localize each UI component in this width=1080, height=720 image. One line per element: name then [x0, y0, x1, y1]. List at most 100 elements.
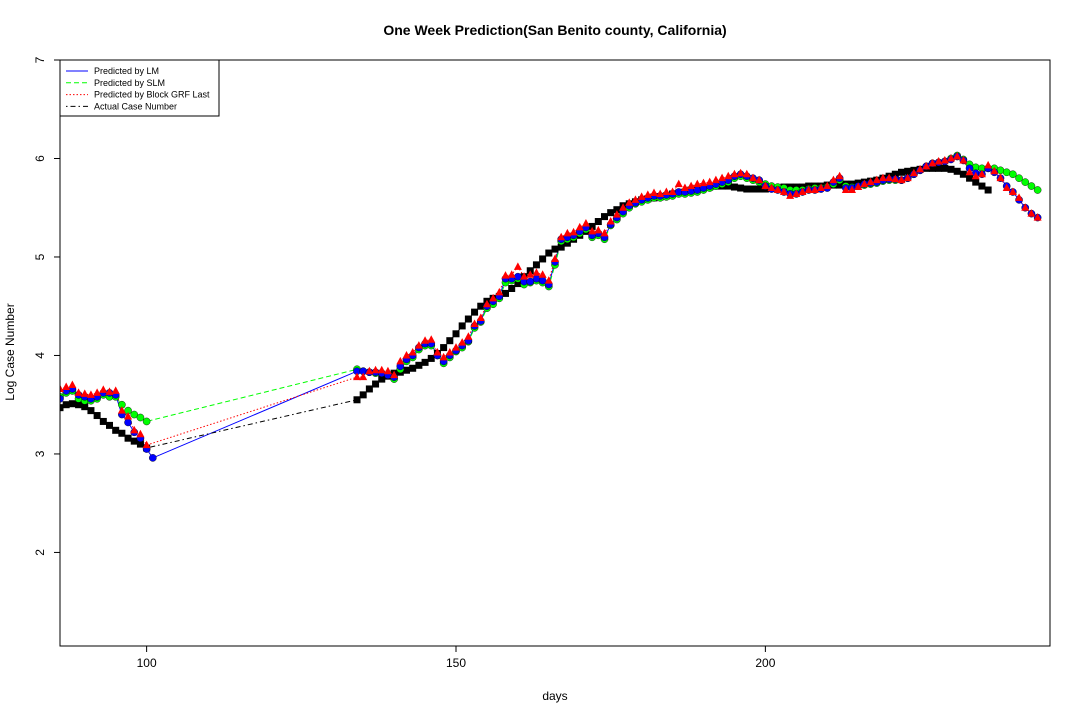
- grf-point: [650, 188, 658, 196]
- actual-point: [502, 289, 509, 297]
- actual-point: [477, 302, 485, 310]
- grf-point: [408, 348, 417, 356]
- actual-point: [471, 308, 479, 316]
- actual-point: [403, 366, 410, 374]
- grf-point: [718, 173, 727, 182]
- grf-point: [1033, 213, 1042, 221]
- grf-point: [724, 171, 733, 180]
- actual-point: [891, 170, 899, 178]
- actual-point: [68, 400, 76, 408]
- grf-point: [947, 153, 955, 162]
- grf-point: [823, 181, 832, 190]
- grf-point: [996, 173, 1005, 182]
- grf-point: [105, 387, 114, 395]
- actual-point: [532, 261, 540, 269]
- grf-point: [93, 388, 102, 396]
- actual-point: [724, 182, 732, 190]
- actual-point: [99, 417, 107, 425]
- actual-point: [737, 184, 745, 192]
- actual-point: [130, 437, 138, 445]
- grf-point: [866, 177, 875, 186]
- actual-point: [93, 412, 101, 420]
- grf-point: [495, 287, 504, 296]
- grf-point: [68, 380, 77, 389]
- y-tick-label: 6: [33, 155, 47, 162]
- actual-point: [935, 164, 943, 172]
- grf-point: [971, 171, 980, 180]
- grf-point: [711, 175, 720, 184]
- actual-point: [112, 426, 120, 434]
- grf-point: [581, 218, 590, 227]
- grf-point: [959, 155, 968, 164]
- actual-point: [359, 391, 367, 399]
- grf-point: [353, 372, 361, 381]
- grf-point: [977, 169, 986, 178]
- grf-point: [551, 254, 559, 262]
- actual-point: [409, 364, 417, 372]
- actual-point: [601, 213, 608, 221]
- grf-point: [829, 175, 838, 184]
- grf-point: [643, 190, 652, 198]
- grf-point: [606, 217, 615, 225]
- grf-point: [792, 189, 801, 197]
- grf-point: [810, 185, 819, 194]
- grf-point: [990, 166, 999, 175]
- series-line-3: [60, 167, 989, 449]
- legend-label-2: Predicted by Block GRF Last: [94, 90, 210, 100]
- legend-label-0: Predicted by LM: [94, 66, 159, 76]
- grf-point: [136, 429, 145, 438]
- actual-point: [372, 380, 380, 388]
- grf-point: [470, 319, 479, 327]
- grf-point: [501, 271, 510, 279]
- chart-title: One Week Prediction(San Benito county, C…: [383, 22, 726, 38]
- actual-point: [421, 358, 429, 366]
- grf-point: [1002, 183, 1011, 192]
- actual-point: [353, 396, 361, 404]
- y-axis-label: Log Case Number: [3, 303, 17, 400]
- actual-point: [427, 354, 435, 362]
- actual-point: [81, 403, 89, 411]
- actual-point: [978, 182, 986, 190]
- x-tick-label: 100: [137, 656, 157, 670]
- grf-point: [860, 179, 869, 188]
- actual-point: [984, 186, 992, 194]
- grf-point: [767, 183, 776, 192]
- actual-point: [458, 322, 466, 330]
- grf-point: [755, 175, 764, 184]
- actual-point: [898, 168, 905, 176]
- grf-point: [631, 195, 640, 203]
- lm-point: [149, 454, 157, 462]
- grf-point: [476, 313, 485, 322]
- grf-point: [761, 181, 770, 190]
- grf-point: [117, 406, 126, 414]
- actual-point: [106, 421, 113, 429]
- grf-point: [680, 183, 689, 192]
- grf-point: [1027, 209, 1036, 217]
- series-line-2: [60, 155, 1038, 446]
- grf-point: [445, 348, 454, 356]
- grf-point: [779, 187, 788, 195]
- actual-point: [415, 361, 423, 369]
- grf-point: [383, 366, 392, 375]
- actual-point: [928, 164, 936, 172]
- grf-point: [124, 412, 133, 420]
- grf-point: [848, 185, 856, 194]
- y-tick-label: 7: [33, 56, 47, 63]
- slm-point: [130, 410, 139, 419]
- grf-point: [396, 356, 405, 365]
- x-axis-label: days: [542, 689, 567, 703]
- grf-point: [786, 191, 795, 199]
- actual-point: [446, 337, 454, 345]
- grf-point: [464, 332, 473, 340]
- x-tick-label: 200: [755, 656, 775, 670]
- grf-point: [402, 350, 411, 359]
- actual-point: [836, 181, 844, 189]
- grf-point: [934, 156, 943, 165]
- grf-point: [965, 167, 974, 176]
- grf-point: [390, 370, 399, 379]
- actual-point: [563, 239, 571, 247]
- grf-point: [668, 187, 677, 195]
- grf-point: [62, 382, 71, 390]
- grf-point: [86, 390, 95, 398]
